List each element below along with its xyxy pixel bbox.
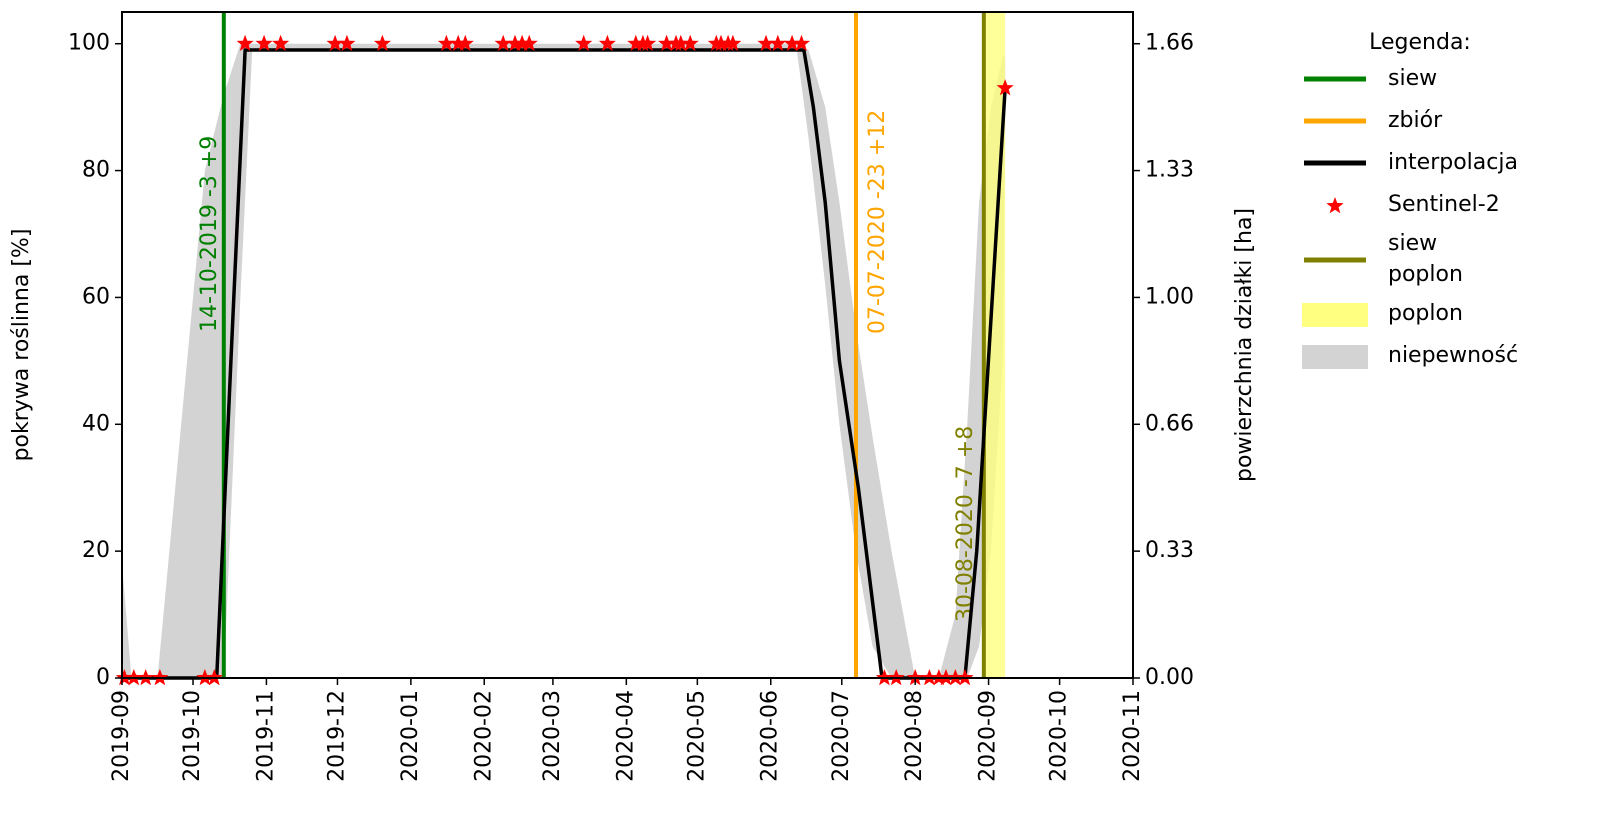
sentinel-point (575, 34, 593, 51)
x-tick-label: 2019-11 (253, 690, 278, 782)
sentinel-point (793, 34, 811, 51)
x-tick-label: 2020-11 (1120, 690, 1145, 782)
sentinel-point (769, 34, 787, 51)
sentinel-point (724, 34, 742, 51)
y-tick-label: 20 (82, 538, 110, 563)
sentinel-point (996, 79, 1014, 96)
legend-swatch (1304, 160, 1366, 166)
x-tick-label: 2020-08 (902, 690, 927, 782)
x-tick-label: 2020-03 (540, 690, 565, 782)
legend-item: poplon (1300, 297, 1590, 333)
legend-label: siew poplon (1388, 231, 1463, 287)
legend-item: Sentinel-2 (1300, 187, 1590, 223)
y-tick-label: 0 (96, 665, 110, 690)
legend-swatch (1304, 257, 1366, 263)
sentinel-point (598, 34, 616, 51)
sentinel-point (338, 34, 356, 51)
sentinel-point (757, 34, 775, 51)
legend-label: zbiór (1388, 107, 1443, 133)
legend-marker (1302, 302, 1368, 327)
x-tick-label: 2020-02 (471, 690, 496, 782)
legend-label: interpolacja (1388, 149, 1518, 175)
x-tick-label: 2020-04 (613, 690, 638, 782)
y2-tick-label: 0.33 (1145, 538, 1194, 563)
sentinel-point (437, 34, 455, 51)
y2-tick-label: 0.00 (1145, 665, 1194, 690)
legend-item: niepewność (1300, 339, 1590, 375)
x-tick-label: 2020-10 (1047, 690, 1072, 782)
sentinel-point (520, 34, 538, 51)
legend: Legenda: siew zbiór interpolacja Sentinel-2… (1300, 30, 1590, 381)
sentinel-point (456, 34, 474, 51)
x-tick-label: 2020-06 (758, 690, 783, 782)
sentinel-point (712, 34, 730, 51)
legend-swatch (1326, 197, 1344, 214)
x-tick-label: 2020-01 (398, 690, 423, 782)
x-tick-label: 2019-09 (109, 690, 134, 782)
y2-axis-label: powierzchnia działki [ha] (1232, 208, 1257, 482)
legend-item: interpolacja (1300, 145, 1590, 181)
legend-title: Legenda: (1369, 30, 1471, 55)
y2-tick-label: 1.33 (1145, 158, 1194, 183)
sentinel-point (506, 34, 524, 51)
axes-frame (121, 11, 1134, 679)
x-tick-label: 2020-09 (976, 690, 1001, 782)
x-tick-label: 2020-05 (684, 690, 709, 782)
y-axis-label: pokrywa roślinna [%] (9, 229, 34, 462)
legend-label: Sentinel-2 (1388, 191, 1500, 217)
legend-swatch (1304, 76, 1366, 82)
sentinel-point (672, 34, 690, 51)
legend-swatch (1302, 344, 1368, 369)
sentinel-point (373, 34, 391, 51)
sentinel-point (681, 34, 699, 51)
y2-tick-label: 1.66 (1145, 31, 1194, 56)
legend-marker (1326, 197, 1344, 214)
legend-item: zbiór (1300, 103, 1590, 139)
layer (122, 43, 1006, 678)
sentinel-point (272, 34, 290, 51)
y-tick-label: 40 (82, 411, 110, 436)
legend-label: niepewność (1388, 343, 1519, 369)
sentinel-point (255, 34, 273, 51)
legend-swatch (1304, 118, 1366, 124)
x-tick-label: 2019-10 (180, 690, 205, 782)
sentinel-point (627, 34, 645, 51)
legend-item: siew poplon (1300, 229, 1590, 291)
sentinel-point (449, 34, 467, 51)
x-tick-label: 2020-07 (829, 690, 854, 782)
vertical-line-annotation: 14-10-2019 -3 +9 (197, 136, 222, 332)
sentinel-point (639, 34, 657, 51)
vertical-line-annotation: 07-07-2020 -23 +12 (865, 110, 890, 334)
chart: 14-10-2019 -3 +9 07-07-2020 -23 +1230-08-… (9, 11, 1257, 782)
legend-label: poplon (1388, 301, 1463, 327)
legend-item: siew (1300, 61, 1590, 97)
sentinel-point (658, 34, 676, 51)
y2-tick-label: 1.00 (1145, 284, 1194, 309)
legend-label: siew (1388, 65, 1438, 91)
plot-area: 14-10-2019 -3 +9 07-07-2020 -23 +1230-08-… (115, 12, 1014, 686)
y2-tick-label: 0.66 (1145, 411, 1194, 436)
sentinel-point (236, 34, 254, 51)
y-tick-label: 60 (82, 284, 110, 309)
sentinel-point (513, 34, 531, 51)
legend-marker (1302, 344, 1368, 369)
legend-swatch (1302, 302, 1368, 327)
x-tick-label: 2019-12 (324, 690, 349, 782)
sentinel-point (783, 34, 801, 51)
sentinel-point (326, 34, 344, 51)
y-tick-label: 80 (82, 158, 110, 183)
uncertainty-band (122, 43, 1006, 678)
y-tick-label: 100 (68, 31, 110, 56)
sentinel-point (494, 34, 512, 51)
